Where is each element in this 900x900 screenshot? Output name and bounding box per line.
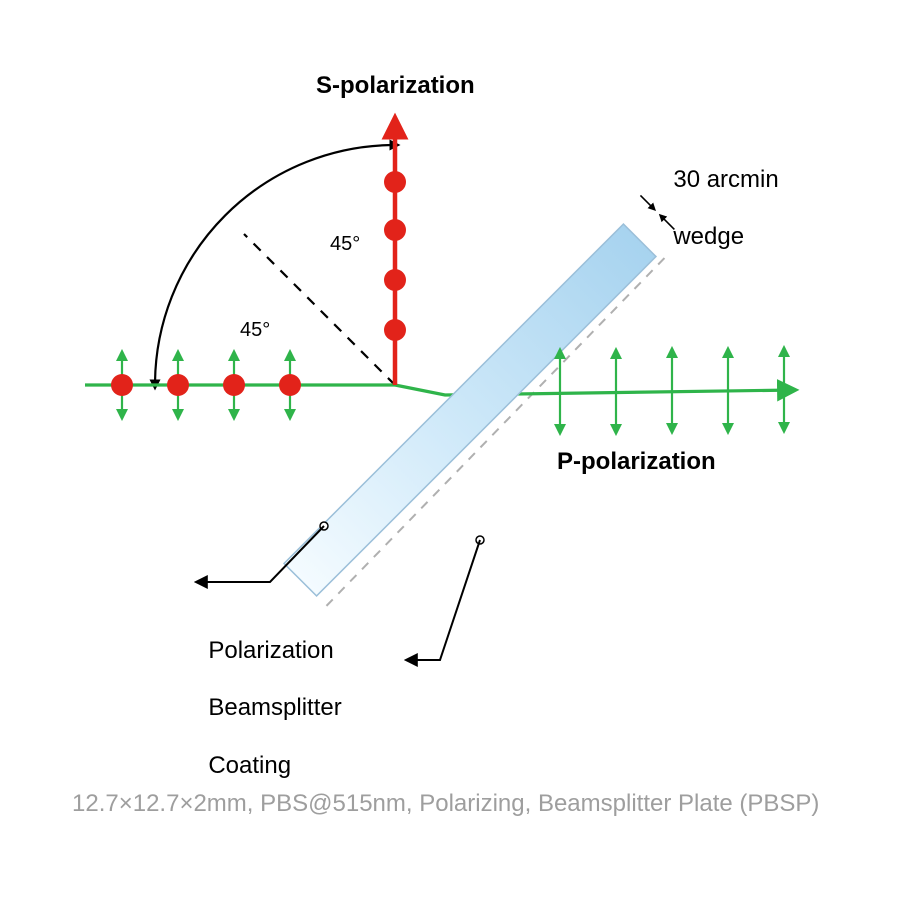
beamsplitter-plate xyxy=(284,224,656,596)
back-surface-dash xyxy=(322,256,672,606)
coating-label-line3: Coating xyxy=(208,752,291,779)
coating-label: Polarization Beamsplitter Coating xyxy=(195,608,342,781)
angle-label-lower: 45° xyxy=(240,318,270,342)
diagram-stage: S-polarization P-polarization 45° 45° 30… xyxy=(0,0,900,900)
product-caption: 12.7×12.7×2mm, PBS@515nm, Polarizing, Be… xyxy=(72,788,832,820)
s-polarization-label: S-polarization xyxy=(316,72,475,101)
wedge-label-line2: wedge xyxy=(673,223,744,250)
coating-label-line1: Polarization xyxy=(208,637,333,664)
p-polarization-label: P-polarization xyxy=(557,448,716,477)
wedge-label-line1: 30 arcmin xyxy=(673,166,778,193)
angle-arc xyxy=(155,145,395,385)
wedge-label: 30 arcmin wedge xyxy=(660,137,779,252)
surface-normal-dash xyxy=(244,234,395,385)
diagram-svg xyxy=(0,0,900,900)
coating-label-line2: Beamsplitter xyxy=(208,694,341,721)
angle-label-upper: 45° xyxy=(330,232,360,256)
